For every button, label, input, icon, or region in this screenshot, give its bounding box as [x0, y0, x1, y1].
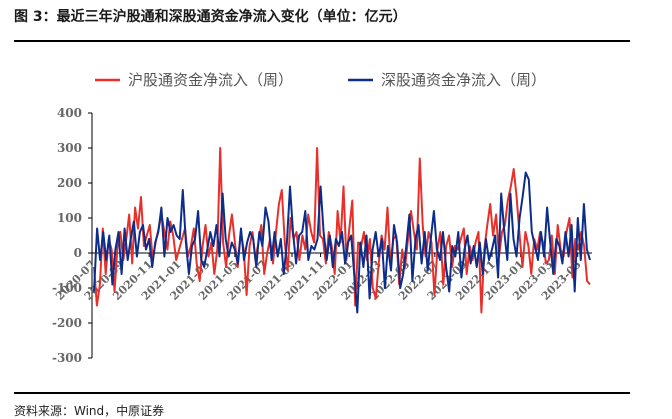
series-line-sz [93, 171, 591, 314]
y-tick-label-7: 400 [57, 106, 82, 120]
series-line-sh [93, 147, 591, 314]
y-axis: -300 -200 -100 0 100 200 300 400 [52, 106, 93, 365]
y-tick-label-2: -100 [52, 281, 82, 295]
figure-title: 图 3：最近三年沪股通和深股通资金净流入变化（单位：亿元） [14, 9, 407, 25]
x-axis: 2020-072020-092020-112021-012021-032021-… [53, 252, 592, 303]
y-tick-label-4: 100 [57, 211, 82, 225]
source-note: 资料来源：Wind，中原证券 [14, 404, 165, 418]
legend: 沪股通资金净流入（周） 深股通资金净流入（周） [95, 71, 546, 89]
y-tick-label-6: 300 [57, 141, 82, 155]
y-tick-label-1: -200 [52, 316, 82, 330]
plot-area [93, 147, 591, 314]
legend-label-sh: 沪股通资金净流入（周） [128, 71, 293, 89]
top-rule [14, 40, 630, 42]
y-tick-label-3: 0 [74, 246, 82, 260]
y-tick-label-5: 200 [57, 176, 82, 190]
y-tick-label-0: -300 [52, 351, 82, 365]
legend-label-sz: 深股通资金净流入（周） [381, 71, 546, 89]
bottom-rule [14, 392, 630, 394]
